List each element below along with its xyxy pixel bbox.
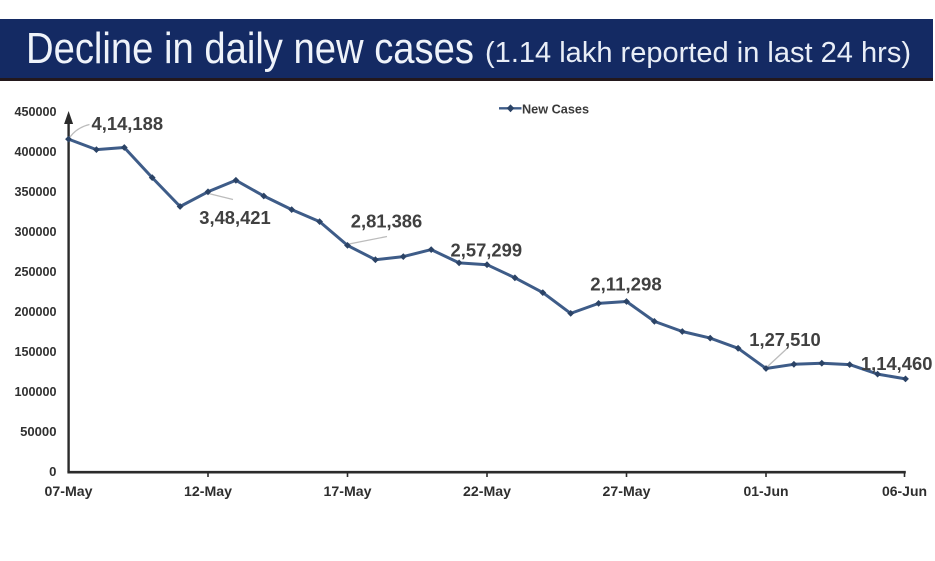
svg-text:Decline in daily new cases: Decline in daily new cases bbox=[26, 24, 474, 73]
svg-text:(1.14 lakh reported in last 24: (1.14 lakh reported in last 24 hrs) bbox=[485, 37, 911, 69]
svg-text:150000: 150000 bbox=[15, 344, 57, 359]
svg-text:300000: 300000 bbox=[15, 224, 57, 239]
svg-text:0: 0 bbox=[49, 464, 56, 479]
svg-text:450000: 450000 bbox=[15, 104, 57, 119]
svg-text:2,81,386: 2,81,386 bbox=[351, 212, 423, 232]
svg-text:New Cases: New Cases bbox=[522, 102, 589, 117]
svg-text:350000: 350000 bbox=[15, 184, 57, 199]
svg-text:2,11,298: 2,11,298 bbox=[590, 274, 662, 294]
svg-text:01-Jun: 01-Jun bbox=[744, 484, 789, 500]
svg-text:400000: 400000 bbox=[15, 144, 57, 159]
svg-text:12-May: 12-May bbox=[184, 484, 232, 500]
svg-text:1,14,460: 1,14,460 bbox=[861, 354, 933, 374]
svg-text:07-May: 07-May bbox=[45, 484, 93, 500]
svg-text:06-Jun: 06-Jun bbox=[882, 484, 927, 500]
svg-text:100000: 100000 bbox=[15, 384, 57, 399]
svg-text:1,27,510: 1,27,510 bbox=[749, 330, 821, 350]
svg-text:22-May: 22-May bbox=[463, 484, 511, 500]
svg-text:50000: 50000 bbox=[20, 424, 56, 439]
svg-text:17-May: 17-May bbox=[324, 484, 372, 500]
svg-text:2,57,299: 2,57,299 bbox=[451, 240, 523, 260]
svg-text:4,14,188: 4,14,188 bbox=[92, 114, 164, 134]
svg-text:3,48,421: 3,48,421 bbox=[199, 208, 271, 228]
svg-text:250000: 250000 bbox=[15, 264, 57, 279]
svg-text:27-May: 27-May bbox=[603, 484, 651, 500]
svg-text:200000: 200000 bbox=[15, 304, 57, 319]
